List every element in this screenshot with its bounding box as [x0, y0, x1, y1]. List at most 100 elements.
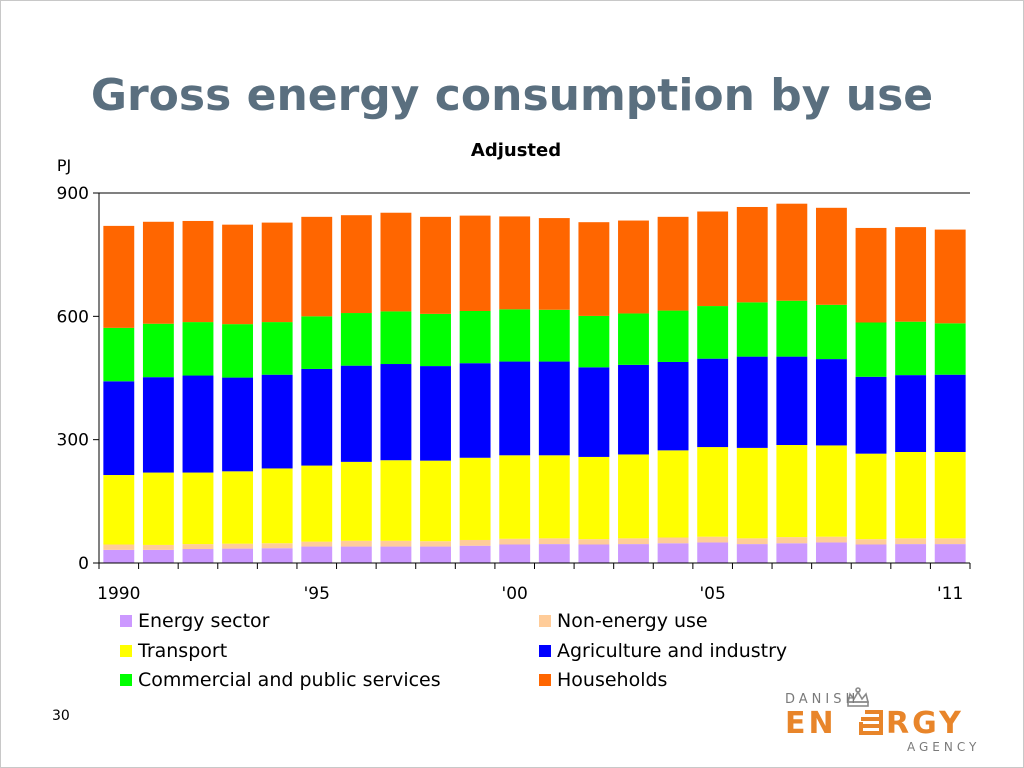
bar-segment-2001-s1 — [538, 538, 570, 545]
x-tick-label-10: '00 — [502, 584, 528, 604]
logo-stylized-e-icon — [859, 710, 883, 735]
bar-segment-1995-s2 — [301, 465, 333, 542]
bar-segment-1990-s4 — [103, 327, 135, 382]
logo-line-agency: AGENCY — [907, 740, 980, 754]
stacked-bar-chart: Adjusted PJ 0 300 600 900 1990 '95 '00 '05 '11 — [57, 140, 971, 604]
bar-segment-1991-s1 — [142, 544, 174, 550]
bar-segment-2002-s5 — [578, 222, 610, 316]
bar-segment-2008-s3 — [815, 359, 847, 446]
bar-segment-1990-s3 — [103, 381, 135, 476]
bar-segment-1991-s2 — [142, 472, 174, 545]
bar-segment-2005-s4 — [697, 306, 729, 359]
bar-segment-1996-s4 — [340, 313, 372, 366]
bar-segment-1990-s5 — [103, 225, 135, 328]
x-tick-label-0: 1990 — [97, 584, 140, 604]
bar-segment-2001-s5 — [538, 218, 570, 310]
bar-segment-2009-s1 — [855, 539, 887, 545]
bar-segment-1996-s3 — [340, 365, 372, 462]
bar-segment-1997-s0 — [380, 546, 412, 563]
bar-segment-2005-s1 — [697, 536, 729, 543]
bar-segment-2007-s5 — [776, 203, 808, 301]
bar-segment-2004-s4 — [657, 310, 689, 362]
bar-segment-2009-s2 — [855, 453, 887, 540]
bar-segment-2011-s2 — [934, 452, 966, 539]
bar-segment-2002-s1 — [578, 539, 610, 545]
bar-segment-2006-s1 — [736, 538, 768, 545]
bar-segment-1990-s0 — [103, 549, 135, 563]
ticks-layer: 0 300 600 900 1990 '95 '00 '05 '11 — [57, 184, 971, 604]
bar-segment-1996-s5 — [340, 215, 372, 314]
legend-label-agriculture-industry: Agriculture and industry — [557, 640, 788, 662]
bar-segment-2006-s2 — [736, 447, 768, 539]
legend-label-energy-sector: Energy sector — [138, 610, 270, 632]
bar-segment-1992-s4 — [182, 322, 214, 376]
bar-segment-1997-s5 — [380, 212, 412, 312]
bar-segment-1991-s4 — [142, 323, 174, 378]
legend-item-energy-sector: Energy sector — [120, 609, 269, 633]
bars-layer — [103, 203, 966, 563]
bar-segment-2005-s3 — [697, 358, 729, 448]
y-tick-label-0: 0 — [78, 554, 89, 574]
legend-swatch-non-energy-use — [539, 615, 551, 627]
bar-segment-2008-s1 — [815, 536, 847, 543]
bar-segment-2000-s0 — [499, 544, 531, 563]
logo-line-danish: DANISH — [785, 692, 859, 707]
legend-item-commercial-public: Commercial and public services — [120, 668, 441, 692]
bar-segment-1996-s0 — [340, 546, 372, 563]
bar-segment-1997-s2 — [380, 460, 412, 541]
bar-segment-2006-s0 — [736, 544, 768, 563]
logo-line-energy-rgy: RGY — [886, 706, 964, 741]
bar-segment-1990-s2 — [103, 475, 135, 545]
bar-segment-2008-s2 — [815, 445, 847, 537]
bar-segment-1993-s5 — [222, 224, 254, 325]
chart-subtitle: Adjusted — [471, 140, 561, 161]
x-tick-label-21: '11 — [937, 584, 963, 604]
bar-segment-2010-s4 — [895, 321, 927, 376]
bar-segment-2007-s3 — [776, 356, 808, 446]
bar-segment-2002-s4 — [578, 315, 610, 368]
bar-segment-1994-s4 — [261, 322, 293, 375]
bar-segment-1994-s2 — [261, 468, 293, 544]
bar-segment-1994-s3 — [261, 374, 293, 469]
bar-segment-2011-s3 — [934, 374, 966, 452]
bar-segment-2008-s0 — [815, 542, 847, 563]
slide-title: Gross energy consumption by use — [90, 70, 934, 121]
crown-icon — [846, 687, 870, 707]
bar-segment-2002-s2 — [578, 456, 610, 540]
legend-swatch-transport — [120, 645, 132, 657]
bar-segment-2007-s1 — [776, 537, 808, 544]
legend-label-commercial-public: Commercial and public services — [138, 669, 441, 691]
bar-segment-2000-s2 — [499, 455, 531, 539]
bar-segment-1990-s1 — [103, 544, 135, 550]
bar-segment-1996-s2 — [340, 461, 372, 541]
bar-segment-1992-s3 — [182, 375, 214, 473]
legend-swatch-energy-sector — [120, 615, 132, 627]
bar-segment-1994-s5 — [261, 222, 293, 323]
legend-label-households: Households — [557, 669, 668, 691]
bar-segment-2002-s3 — [578, 367, 610, 457]
bar-segment-1995-s0 — [301, 546, 333, 563]
bar-segment-1997-s1 — [380, 540, 412, 547]
bar-segment-1993-s4 — [222, 324, 254, 378]
bar-segment-2006-s4 — [736, 302, 768, 357]
bar-segment-1992-s1 — [182, 544, 214, 550]
bar-segment-1993-s3 — [222, 377, 254, 472]
y-tick-label-900: 900 — [57, 184, 89, 204]
bar-segment-2006-s5 — [736, 206, 768, 303]
y-axis-unit: PJ — [57, 156, 71, 175]
bar-segment-2010-s2 — [895, 452, 927, 539]
bar-segment-2009-s3 — [855, 376, 887, 454]
bar-segment-1999-s0 — [459, 545, 491, 563]
bar-segment-1993-s1 — [222, 543, 254, 549]
bar-segment-1998-s3 — [420, 366, 451, 461]
bar-segment-1999-s4 — [459, 310, 491, 364]
page-number: 30 — [52, 708, 70, 724]
bar-segment-1991-s0 — [142, 549, 174, 563]
bar-segment-1991-s3 — [142, 377, 174, 473]
bar-segment-2003-s1 — [618, 538, 649, 545]
bar-segment-2003-s2 — [618, 454, 649, 539]
bar-segment-2002-s0 — [578, 544, 610, 563]
bar-segment-1998-s4 — [420, 313, 451, 367]
bar-segment-1998-s0 — [420, 546, 451, 563]
bar-segment-2004-s2 — [657, 450, 689, 538]
